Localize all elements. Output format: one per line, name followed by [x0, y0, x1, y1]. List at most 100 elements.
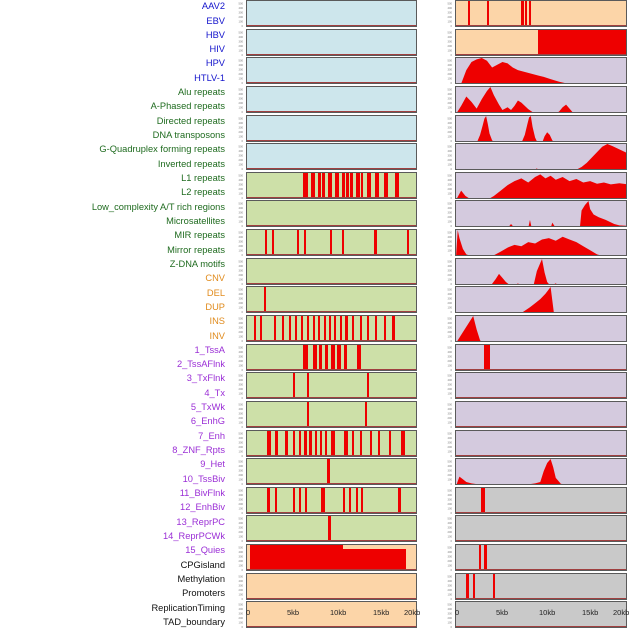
- svg-text:100: 100: [239, 449, 244, 453]
- svg-text:300: 300: [239, 469, 244, 473]
- svg-text:400: 400: [239, 407, 244, 411]
- svg-text:500: 500: [448, 546, 453, 550]
- svg-text:400: 400: [239, 579, 244, 583]
- svg-text:500: 500: [448, 345, 453, 349]
- svg-text:500: 500: [239, 374, 244, 378]
- svg-text:400: 400: [448, 35, 453, 39]
- svg-text:100: 100: [448, 392, 453, 396]
- svg-text:300: 300: [448, 497, 453, 501]
- svg-text:400: 400: [448, 607, 453, 611]
- svg-text:0: 0: [241, 53, 243, 56]
- svg-text:100: 100: [448, 621, 453, 625]
- svg-text:200: 200: [239, 387, 244, 391]
- svg-text:200: 200: [448, 44, 453, 48]
- svg-text:300: 300: [448, 326, 453, 330]
- svg-text:500: 500: [448, 488, 453, 492]
- svg-text:0: 0: [450, 196, 452, 199]
- svg-text:300: 300: [448, 440, 453, 444]
- svg-text:500: 500: [239, 546, 244, 550]
- svg-text:400: 400: [448, 92, 453, 96]
- svg-text:400: 400: [239, 63, 244, 67]
- svg-text:200: 200: [239, 330, 244, 334]
- svg-text:500: 500: [239, 603, 244, 607]
- svg-text:200: 200: [448, 130, 453, 134]
- svg-text:500: 500: [239, 202, 244, 206]
- svg-text:200: 200: [448, 244, 453, 248]
- svg-text:200: 200: [448, 416, 453, 420]
- svg-text:200: 200: [448, 359, 453, 363]
- svg-text:0: 0: [450, 167, 452, 170]
- svg-text:0: 0: [241, 167, 243, 170]
- svg-text:400: 400: [239, 292, 244, 296]
- svg-text:200: 200: [239, 273, 244, 277]
- svg-text:400: 400: [239, 436, 244, 440]
- svg-text:500: 500: [239, 173, 244, 177]
- svg-text:400: 400: [239, 35, 244, 39]
- svg-text:400: 400: [239, 521, 244, 525]
- svg-text:0: 0: [241, 568, 243, 571]
- svg-text:300: 300: [239, 96, 244, 100]
- svg-text:500: 500: [239, 402, 244, 406]
- svg-text:300: 300: [448, 469, 453, 473]
- svg-text:200: 200: [448, 101, 453, 105]
- svg-text:400: 400: [448, 436, 453, 440]
- svg-text:0: 0: [241, 625, 243, 628]
- svg-text:400: 400: [448, 493, 453, 497]
- svg-text:200: 200: [448, 215, 453, 219]
- svg-text:0: 0: [450, 368, 452, 371]
- svg-text:300: 300: [239, 268, 244, 272]
- svg-text:500: 500: [448, 374, 453, 378]
- svg-text:200: 200: [239, 158, 244, 162]
- svg-text:300: 300: [239, 440, 244, 444]
- svg-text:200: 200: [448, 530, 453, 534]
- svg-text:300: 300: [448, 411, 453, 415]
- svg-text:500: 500: [448, 2, 453, 6]
- svg-text:400: 400: [239, 607, 244, 611]
- svg-text:400: 400: [448, 121, 453, 125]
- svg-text:0: 0: [241, 339, 243, 342]
- svg-text:0: 0: [241, 396, 243, 399]
- svg-text:400: 400: [448, 206, 453, 210]
- svg-text:400: 400: [448, 235, 453, 239]
- svg-text:100: 100: [239, 77, 244, 81]
- svg-text:200: 200: [448, 473, 453, 477]
- svg-text:500: 500: [448, 431, 453, 435]
- svg-text:0: 0: [241, 425, 243, 428]
- svg-text:500: 500: [448, 173, 453, 177]
- svg-text:100: 100: [448, 249, 453, 253]
- svg-text:500: 500: [448, 30, 453, 34]
- svg-text:300: 300: [239, 125, 244, 129]
- svg-text:200: 200: [448, 273, 453, 277]
- svg-text:300: 300: [448, 297, 453, 301]
- svg-text:200: 200: [448, 559, 453, 563]
- svg-text:200: 200: [239, 416, 244, 420]
- svg-text:500: 500: [239, 145, 244, 149]
- svg-text:100: 100: [239, 363, 244, 367]
- svg-text:300: 300: [448, 555, 453, 559]
- svg-text:0: 0: [241, 24, 243, 27]
- svg-text:200: 200: [239, 44, 244, 48]
- svg-text:100: 100: [448, 48, 453, 52]
- svg-text:300: 300: [239, 39, 244, 43]
- svg-text:500: 500: [239, 488, 244, 492]
- svg-text:100: 100: [239, 134, 244, 138]
- svg-text:100: 100: [239, 535, 244, 539]
- svg-text:0: 0: [241, 368, 243, 371]
- svg-text:100: 100: [239, 191, 244, 195]
- svg-text:200: 200: [239, 72, 244, 76]
- svg-text:300: 300: [239, 497, 244, 501]
- svg-text:300: 300: [448, 268, 453, 272]
- svg-text:500: 500: [448, 116, 453, 120]
- svg-text:300: 300: [239, 68, 244, 72]
- svg-text:300: 300: [239, 383, 244, 387]
- svg-text:400: 400: [448, 407, 453, 411]
- svg-text:200: 200: [448, 330, 453, 334]
- svg-text:100: 100: [239, 592, 244, 596]
- svg-text:0: 0: [450, 224, 452, 227]
- svg-text:100: 100: [239, 249, 244, 253]
- svg-text:400: 400: [239, 206, 244, 210]
- svg-text:200: 200: [239, 445, 244, 449]
- svg-text:200: 200: [448, 15, 453, 19]
- svg-text:100: 100: [239, 564, 244, 568]
- svg-text:500: 500: [448, 517, 453, 521]
